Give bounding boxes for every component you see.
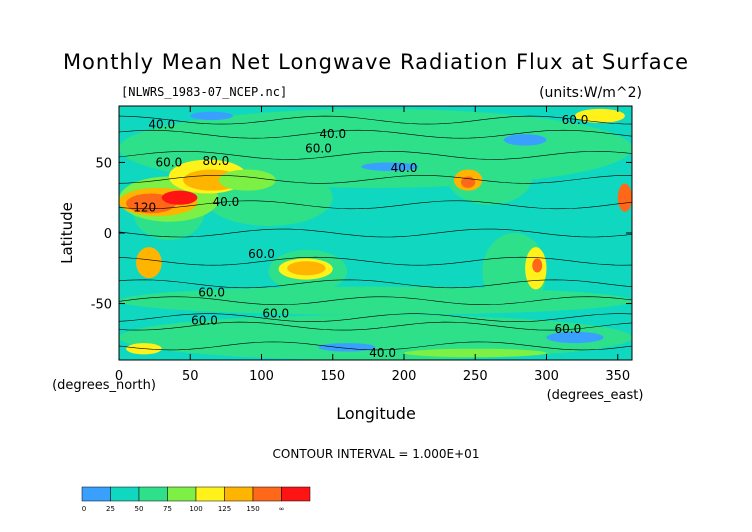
x-tick-label: 300	[534, 369, 559, 384]
contour-line	[119, 296, 632, 305]
units-label: (units:W/m^2)	[539, 85, 642, 101]
contour-line	[119, 115, 632, 125]
y-axis-title: Latitude	[58, 202, 76, 264]
field-region	[617, 183, 632, 212]
contour-label: 60.0	[156, 155, 183, 169]
contour-labels: 40.040.060.060.0 80.040.040.012060.060.06…	[133, 113, 588, 360]
colorbar-swatch	[195, 486, 225, 502]
x-tick-label: 150	[320, 369, 345, 384]
chart-title: Monthly Mean Net Longwave Radiation Flux…	[63, 50, 689, 74]
field-region	[287, 261, 326, 276]
contour-label: 60.0	[305, 141, 332, 155]
contour-label: 60.0	[198, 285, 225, 299]
field-region	[546, 331, 604, 344]
colorbar-swatch	[252, 486, 282, 502]
field-region	[532, 258, 543, 273]
y-unit-label: (degrees_north)	[52, 378, 156, 393]
field-region	[218, 169, 276, 191]
colorbar-tick-label: 150	[246, 505, 259, 513]
colorbar-swatch	[167, 486, 197, 502]
x-tick-label: 250	[463, 369, 488, 384]
y-tick-label: 50	[95, 156, 112, 171]
contour-label: 40.0	[391, 161, 418, 175]
colorbar-tick-label: 75	[163, 505, 172, 513]
contour-label: 60.0	[191, 313, 218, 327]
colorbar-swatch	[81, 486, 111, 502]
contour-label: 60.0	[262, 306, 289, 320]
contour-line	[119, 279, 632, 289]
colorbar-tick-label: 0	[82, 505, 86, 513]
contour-line	[119, 175, 632, 184]
field-region	[404, 348, 547, 358]
colorbar-tick-label: 50	[135, 505, 144, 513]
contour-label: 40.0	[369, 346, 396, 360]
colorbar-swatch	[110, 486, 140, 502]
x-tick-label: 100	[249, 369, 274, 384]
x-tick-label: 200	[392, 369, 417, 384]
contour-label: 120	[133, 201, 156, 215]
contour-line	[119, 321, 632, 331]
heatmap-field	[119, 106, 632, 360]
field-region	[575, 108, 625, 123]
x-axis: 0 50 100 150 200 250 300 350	[115, 106, 630, 384]
x-tick-label: 0	[115, 369, 123, 384]
field-region	[318, 343, 376, 352]
field-region	[461, 176, 476, 188]
field-region	[136, 247, 162, 279]
contour-label: 60.0	[562, 113, 589, 127]
colorbar-swatch	[138, 486, 168, 502]
y-tick-label: 0	[104, 227, 112, 242]
contour-line	[119, 341, 632, 351]
colorbar: 0 25 50 75 100 125 150 ∞	[81, 486, 311, 513]
contour-label: 40.0	[213, 195, 240, 209]
x-tick-label: 350	[605, 369, 630, 384]
colorbar-tick-label: 125	[218, 505, 231, 513]
contour-label: 60.0	[555, 322, 582, 336]
colorbar-tick-label: 100	[189, 505, 202, 513]
colorbar-swatch	[224, 486, 254, 502]
x-axis-title: Longitude	[336, 404, 416, 423]
contour-line	[119, 200, 632, 210]
field-region	[119, 314, 632, 360]
colorbar-tick-label: ∞	[279, 505, 285, 513]
field-region	[446, 148, 533, 205]
contour-interval-text: CONTOUR INTERVAL = 1.000E+01	[273, 447, 480, 461]
field-region	[119, 286, 632, 315]
colorbar-tick-label: 25	[106, 505, 115, 513]
contour-line	[119, 151, 632, 160]
contour-line	[119, 256, 632, 266]
file-name-label: [NLWRS_1983-07_NCEP.nc]	[121, 85, 287, 99]
contour-line	[119, 228, 632, 238]
contour-label: 40.0	[148, 117, 175, 131]
contour-line	[119, 313, 632, 322]
colorbar-swatch	[281, 486, 311, 502]
contour-label: 80.0	[203, 154, 230, 168]
field-region	[161, 190, 198, 205]
contour-label: 40.0	[319, 127, 346, 141]
y-axis: 50 0 -50	[91, 156, 632, 313]
contour-line	[119, 129, 632, 139]
field-region	[190, 111, 233, 121]
contour-label: 60.0	[248, 247, 275, 261]
field-region	[361, 162, 419, 171]
y-tick-label: -50	[91, 298, 112, 313]
x-tick-label: 50	[182, 369, 199, 384]
field-region	[503, 134, 547, 146]
x-unit-label: (degrees_east)	[547, 388, 644, 403]
